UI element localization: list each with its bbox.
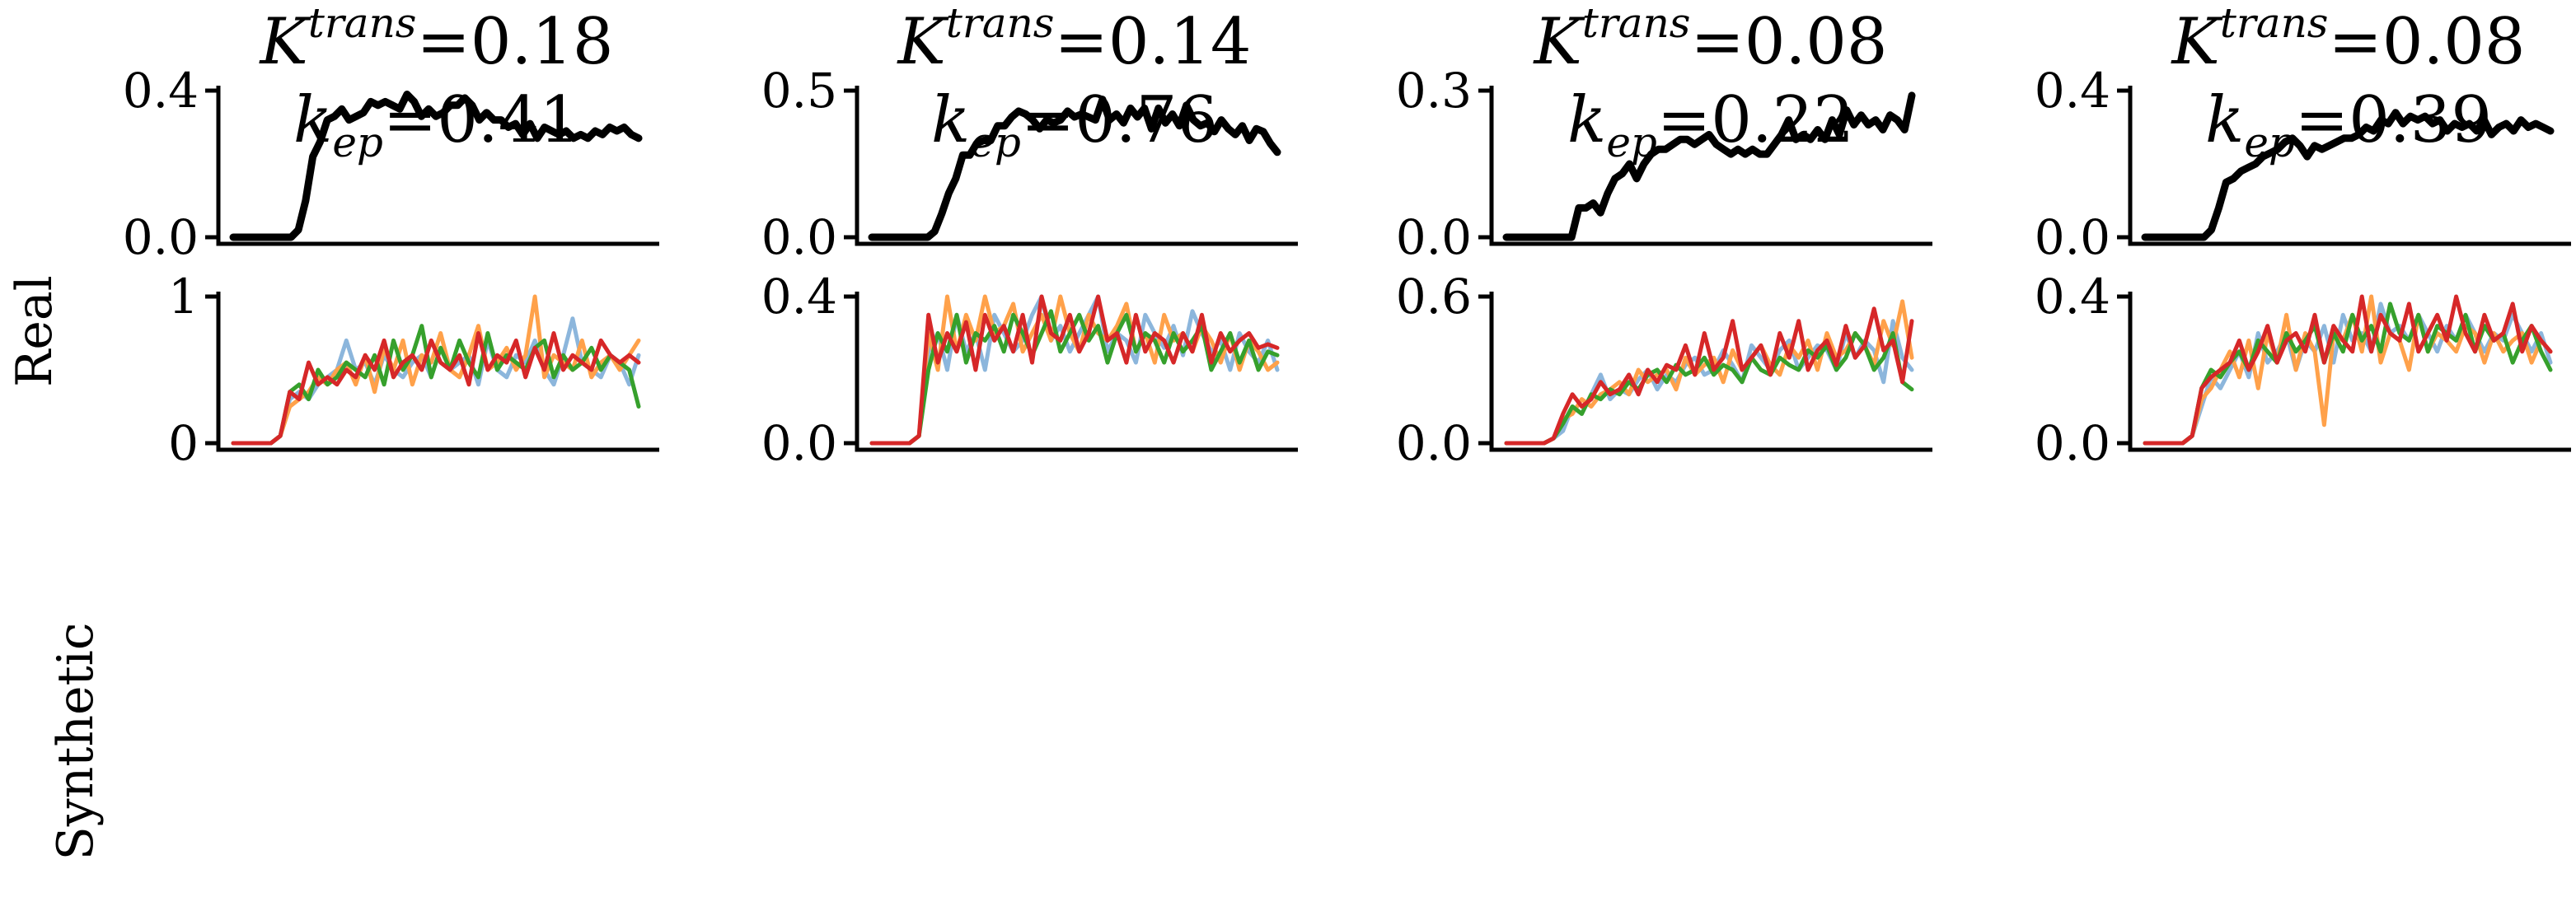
title-kep-value: =0.22 (1657, 83, 1854, 157)
series-line-synthetic-1 (869, 294, 1280, 446)
panel-synthetic-3: 0.4 0.0 (2035, 269, 2571, 471)
svg-text:Ktrans=0.14: Ktrans=0.14 (897, 0, 1252, 79)
title-kep-symbol: k (2205, 83, 2244, 157)
series-line-synthetic-3 (1504, 331, 1914, 446)
row-label-synthetic: Synthetic (47, 623, 105, 861)
panels: 0.40.0100.50.00.40.00.30.00.60.00.40.00.… (123, 63, 2571, 471)
title-k-sup: trans (1582, 0, 1691, 47)
title-k-value: =0.18 (416, 5, 613, 79)
y-tick-label: 0.0 (2035, 209, 2110, 265)
title-k-symbol: K (897, 5, 950, 79)
title-kep-sub: ep (332, 119, 383, 166)
y-tick-label: 0.6 (1396, 269, 1472, 325)
series-line-synthetic-3 (2143, 301, 2553, 446)
y-tick-label: 0.4 (123, 63, 199, 119)
series-line-real (1502, 91, 1916, 241)
series-line-synthetic-2 (231, 294, 641, 446)
axis-spine (1489, 292, 1932, 452)
y-tick-label: 0.0 (123, 209, 199, 265)
title-k-value: =0.14 (1054, 5, 1251, 79)
axis-spine (216, 86, 659, 246)
y-tick-label: 0.0 (2035, 415, 2110, 471)
series-line-synthetic-1 (231, 316, 641, 446)
y-tick-label: 0.4 (761, 269, 837, 325)
panel-title-2: Ktrans=0.08 kep=0.22 (1533, 0, 1888, 166)
panel-synthetic-0: 10 (168, 269, 659, 471)
panel-title-0: Ktrans=0.18 kep=0.41 (259, 0, 614, 166)
title-k-symbol: K (2171, 5, 2224, 79)
panel-real-3: 0.4 0.0 (2035, 63, 2571, 265)
y-tick-label: 0.4 (2035, 63, 2110, 119)
series-line-synthetic-4 (231, 331, 641, 446)
panel-synthetic-1: 0.4 0.0 (761, 269, 1298, 471)
title-k-value: =0.08 (1690, 5, 1887, 79)
y-tick-label: 0.0 (1396, 415, 1472, 471)
title-k-sup: trans (946, 0, 1055, 47)
axis-spine (2128, 292, 2571, 452)
series-line-real (229, 91, 643, 241)
y-tick-label: 0.4 (2035, 269, 2110, 325)
title-k-sup: trans (2220, 0, 2329, 47)
title-kep-symbol: k (931, 83, 970, 157)
y-tick-label: 0.5 (761, 63, 837, 119)
svg-text:Ktrans=0.08: Ktrans=0.08 (2171, 0, 2526, 79)
title-k-symbol: K (1533, 5, 1586, 79)
svg-text:kep=0.22: kep=0.22 (1567, 83, 1854, 166)
y-tick-label: 0.0 (761, 415, 837, 471)
panel-title-1: Ktrans=0.14 kep=0.76 (897, 0, 1252, 166)
series-line-synthetic-4 (2143, 294, 2553, 446)
svg-text:kep=0.41: kep=0.41 (293, 83, 580, 166)
series-line-real (2141, 109, 2555, 241)
series-line-synthetic-2 (1504, 299, 1914, 446)
axis-spine (216, 292, 659, 452)
title-k-symbol: K (259, 5, 312, 79)
axis-spine (855, 86, 1298, 246)
svg-text:Ktrans=0.18: Ktrans=0.18 (259, 0, 614, 79)
y-tick-label: 0 (168, 415, 199, 471)
title-k-value: =0.08 (2328, 5, 2525, 79)
y-tick-label: 0.3 (1396, 63, 1472, 119)
series-line-synthetic-4 (869, 294, 1280, 446)
series-line-synthetic-4 (1504, 306, 1914, 446)
series-line-synthetic-2 (869, 294, 1280, 446)
title-k-sup: trans (308, 0, 417, 47)
axis-spine (1489, 86, 1932, 246)
panel-real-2: 0.3 0.0 (1396, 63, 1932, 265)
axis-spine (855, 292, 1298, 452)
row-label-real: Real (6, 275, 63, 387)
axis-spine (2128, 86, 2571, 246)
panel-synthetic-2: 0.6 0.0 (1396, 269, 1932, 471)
panel-real-0: 0.4 0.0 (123, 63, 659, 265)
title-kep-symbol: k (1567, 83, 1606, 157)
y-tick-label: 1 (168, 269, 199, 325)
series-line-synthetic-2 (2143, 294, 2553, 446)
y-tick-label: 0.0 (1396, 209, 1472, 265)
svg-text:Ktrans=0.08: Ktrans=0.08 (1533, 0, 1888, 79)
series-line-real (868, 96, 1281, 241)
y-tick-label: 0.0 (761, 209, 837, 265)
panel-real-1: 0.5 0.0 (761, 63, 1298, 265)
